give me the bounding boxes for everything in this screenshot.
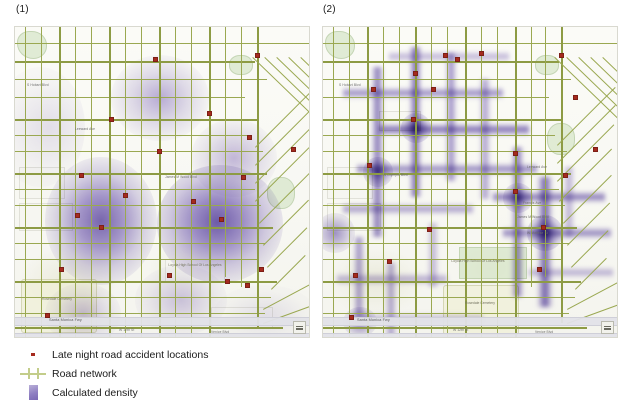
freeway-label-2: Santa Monica Fwy (357, 318, 390, 322)
accident-point (593, 147, 598, 152)
density-surface-planar (15, 27, 309, 337)
school-label-1: Loyola High School Of Los Angeles (168, 263, 222, 267)
accident-points-layer-2 (323, 27, 617, 337)
accident-point (387, 259, 392, 264)
accident-point (191, 199, 196, 204)
street-label-1e: S Hobart Blvd (27, 83, 49, 87)
map-labels-layer-1: Loyola High School Of Los Angeles Roseda… (15, 27, 309, 337)
road-network-layer-2 (323, 27, 617, 337)
accident-point (367, 163, 372, 168)
accident-point (245, 283, 250, 288)
accident-point (443, 53, 448, 58)
accident-point (99, 225, 104, 230)
accident-point (225, 279, 230, 284)
accident-point (563, 173, 568, 178)
legend-label-road-network: Road network (52, 367, 117, 380)
map-scale-bar-2[interactable] (601, 321, 614, 334)
accident-point (259, 267, 264, 272)
freeway-label-1: Santa Monica Fwy (49, 318, 82, 322)
accident-point (349, 315, 354, 320)
legend-row-calculated-density: Calculated density (14, 383, 314, 402)
cemetery-label-1: Rosedale Cemetery (42, 297, 72, 301)
accident-point (109, 117, 114, 122)
street-label-1a: W 12th St (119, 328, 135, 332)
map-panel-network-kde[interactable]: Loyola High School Of Los Angeles Roseda… (322, 26, 618, 338)
accident-point (255, 53, 260, 58)
accident-point (75, 213, 80, 218)
street-label-1b: Venice Blvd (211, 330, 230, 334)
road-network-icon (14, 368, 52, 379)
accident-point (241, 175, 246, 180)
accident-point (219, 217, 224, 222)
accident-point (353, 273, 358, 278)
street-label-2d: Francis Ave (523, 201, 542, 205)
accident-point (513, 189, 518, 194)
accident-point (559, 53, 564, 58)
street-label-2e: James M Wood Blvd (517, 215, 549, 219)
accident-point (427, 227, 432, 232)
accident-point (247, 135, 252, 140)
accident-points-layer-1 (15, 27, 309, 337)
accident-point (537, 267, 542, 272)
accident-point (413, 71, 418, 76)
street-label-2a: W 12th St (453, 328, 469, 332)
map-labels-layer-2: Loyola High School Of Los Angeles Roseda… (323, 27, 617, 337)
accident-point (167, 273, 172, 278)
panel-label-1: (1) (16, 4, 29, 15)
accident-point (431, 87, 436, 92)
accident-point (207, 111, 212, 116)
accident-point (513, 151, 518, 156)
accident-point (79, 173, 84, 178)
street-label-2b: Venice Blvd (535, 330, 554, 334)
accident-point (291, 147, 296, 152)
accident-point (573, 95, 578, 100)
legend-row-accident-points: Late night road accident locations (14, 345, 314, 364)
legend-label-accident-points: Late night road accident locations (52, 348, 209, 361)
accident-point (157, 149, 162, 154)
street-label-2c: Leeward Ave (527, 165, 548, 169)
density-swatch-icon (14, 385, 52, 400)
school-label-2: Loyola High School Of Los Angeles (451, 259, 505, 263)
figure-legend: Late night road accident locations Road … (14, 345, 314, 402)
accident-point (59, 267, 64, 272)
cemetery-label-2: Rosedale Cemetery (465, 301, 495, 305)
legend-label-calculated-density: Calculated density (52, 386, 138, 399)
panel-label-2: (2) (323, 4, 336, 15)
map-panel-planar-kde[interactable]: Loyola High School Of Los Angeles Roseda… (14, 26, 310, 338)
street-label-1d: James M Wood Blvd (165, 175, 197, 179)
accident-point (479, 51, 484, 56)
street-label-2h: S Hobart Blvd (339, 83, 361, 87)
accident-point (45, 313, 50, 318)
accident-point (411, 117, 416, 122)
road-network-layer-1 (15, 27, 309, 337)
street-label-2f: W Maltese St (527, 231, 548, 235)
accident-point (153, 57, 158, 62)
street-label-1c: Leeward Ave (75, 127, 96, 131)
street-label-2g: W Olympic Blvd (383, 173, 408, 177)
accident-point (541, 225, 546, 230)
legend-row-road-network: Road network (14, 364, 314, 383)
accident-point-marker-icon (14, 353, 52, 356)
map-scale-bar-1[interactable] (293, 321, 306, 334)
accident-point (123, 193, 128, 198)
accident-point (455, 57, 460, 62)
accident-point (371, 87, 376, 92)
